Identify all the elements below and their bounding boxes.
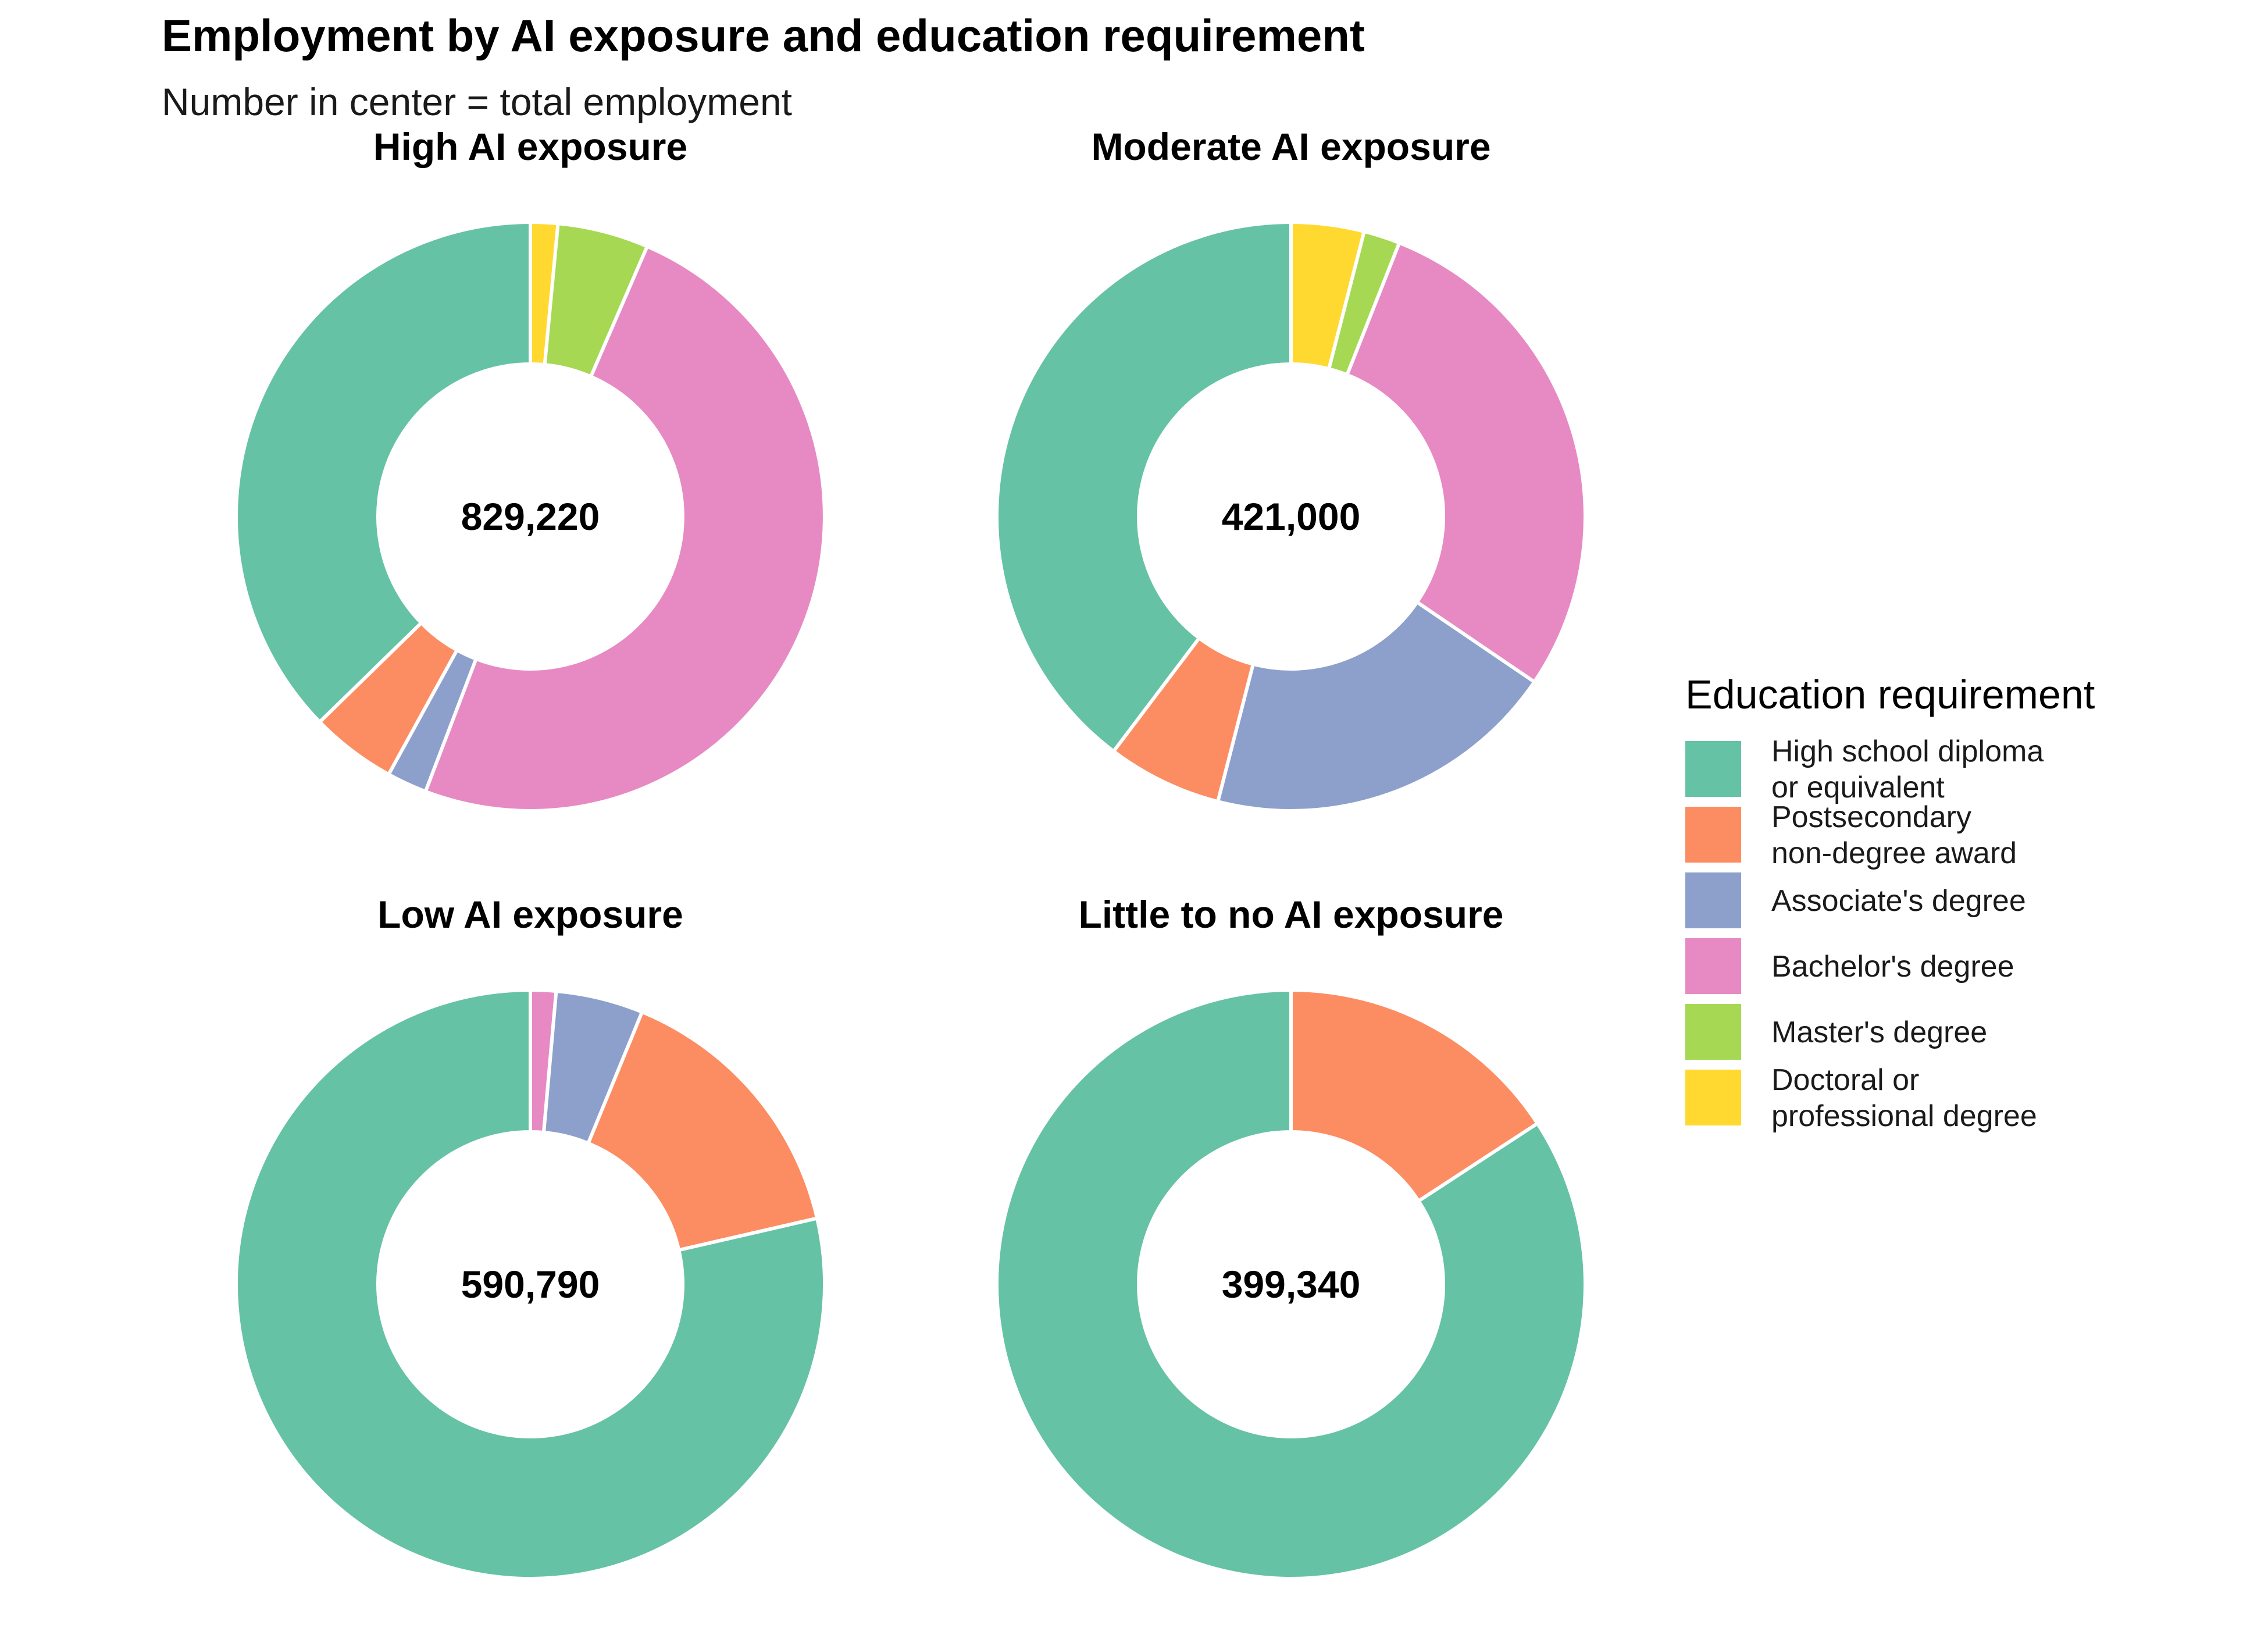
legend: Education requirement High school diplom… [1685,672,2095,1133]
panel-title: Low AI exposure [377,893,683,936]
donut-panel-4: Little to no AI exposure 399,340 [995,893,1587,1580]
legend-swatch-doct [1685,1070,1741,1125]
legend-swatch-assoc [1685,872,1741,928]
donut-slice-bach [423,244,826,813]
legend-entry-psnd: Postsecondary non-degree award [1685,800,2017,870]
panel-total-label: 421,000 [1222,495,1361,538]
legend-label-hs: High school diploma or equivalent [1771,735,2044,804]
panel-title: Moderate AI exposure [1091,125,1490,168]
panel-title: High AI exposure [373,125,687,168]
panel-total-label: 399,340 [1222,1263,1361,1306]
legend-entry-hs: High school diploma or equivalent [1685,735,2044,804]
legend-swatch-psnd [1685,807,1741,863]
legend-label-assoc: Associate's degree [1771,884,2026,918]
donut-panel-1: High AI exposure 829,220 [234,125,826,813]
legend-entry-doct: Doctoral or professional degree [1685,1063,2037,1133]
panel-total-label: 590,790 [461,1263,600,1306]
donut-panel-2: Moderate AI exposure 421,000 [995,125,1587,813]
chart-title: Employment by AI exposure and education … [162,10,1365,61]
legend-label-bach: Bachelor's degree [1771,950,2014,984]
donut-panel-3: Low AI exposure 590,790 [234,893,826,1580]
donut-slice-assoc [1216,600,1536,813]
legend-swatch-hs [1685,741,1741,797]
legend-swatch-mast [1685,1004,1741,1060]
donut-slice-psnd [586,1010,819,1252]
legend-entry-mast: Master's degree [1685,1004,1987,1060]
donut-slice-bach [1345,241,1587,684]
panel-title: Little to no AI exposure [1079,893,1504,936]
panel-total-label: 829,220 [461,495,600,538]
donut-slice-hs [995,220,1293,753]
donut-slice-psnd [1289,988,1539,1203]
legend-swatch-bach [1685,938,1741,994]
donut-slice-hs [234,988,826,1580]
legend-label-psnd: Postsecondary non-degree award [1771,800,2017,870]
legend-label-doct: Doctoral or professional degree [1771,1063,2037,1133]
panels-layer: High AI exposure 829,220 Moderate AI expos… [234,125,1587,1580]
legend-title: Education requirement [1685,672,2095,717]
legend-entry-assoc: Associate's degree [1685,872,2026,928]
chart-subtitle: Number in center = total employment [162,80,792,123]
legend-entry-bach: Bachelor's degree [1685,938,2014,994]
legend-label-mast: Master's degree [1771,1016,1987,1049]
donut-slice-hs [234,220,532,724]
donut-slice-hs [995,988,1587,1580]
